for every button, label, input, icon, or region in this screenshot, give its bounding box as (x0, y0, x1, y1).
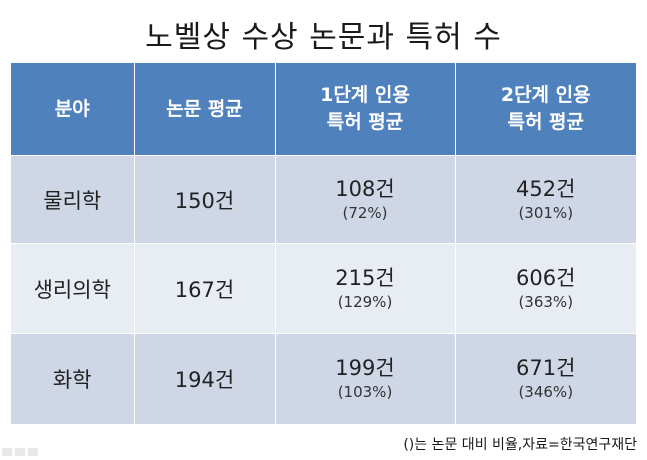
table-row: 화학 194건 199건 (103%) 671건 (346%) (11, 333, 636, 424)
papers-value: 167건 (174, 277, 235, 302)
papers-value: 150건 (174, 188, 235, 213)
cell-papers: 194건 (134, 333, 276, 424)
header-field: 분야 (11, 63, 135, 156)
stage1-percent: (103%) (337, 382, 393, 401)
header-papers-label: 논문 평균 (166, 97, 243, 120)
data-table: 분야 논문 평균 1단계 인용 특허 평균 2단계 인용 특허 평균 물리학 1… (11, 63, 636, 424)
stage1-percent: (129%) (337, 292, 393, 311)
cell-stage1: 108건 (72%) (275, 155, 456, 244)
field-label: 물리학 (43, 188, 102, 213)
cell-field: 화학 (11, 333, 135, 424)
field-label: 화학 (52, 367, 92, 392)
header-stage1: 1단계 인용 특허 평균 (275, 63, 456, 156)
header-stage2-line1: 2단계 인용 (500, 84, 591, 106)
table-row: 생리의학 167건 215건 (129%) 606건 (363%) (11, 243, 636, 334)
header-papers: 논문 평균 (134, 63, 276, 156)
field-label: 생리의학 (33, 277, 111, 302)
source-note: ()는 논문 대비 비율,자료=한국연구재단 (403, 437, 637, 453)
header-stage2-line2: 특허 평균 (507, 111, 585, 133)
cell-stage2: 671건 (346%) (455, 333, 636, 424)
table-row: 물리학 150건 108건 (72%) 452건 (301%) (11, 155, 636, 244)
papers-value: 194건 (174, 367, 235, 392)
cell-field: 물리학 (11, 155, 135, 244)
cell-field: 생리의학 (11, 243, 135, 334)
table-header-row: 분야 논문 평균 1단계 인용 특허 평균 2단계 인용 특허 평균 (11, 63, 636, 156)
stage2-percent: (363%) (518, 292, 574, 311)
stage1-value: 215건 (335, 265, 395, 290)
stage1-value: 108건 (335, 176, 395, 201)
cell-stage1: 215건 (129%) (275, 243, 456, 334)
cell-stage2: 606건 (363%) (455, 243, 636, 334)
slide-title: 노벨상 수상 논문과 특허 수 (145, 20, 502, 55)
stage2-value: 671건 (516, 355, 576, 380)
prev-slide-icon[interactable] (2, 448, 12, 456)
slide-controls[interactable] (2, 448, 38, 456)
next-slide-icon[interactable] (28, 448, 38, 456)
cell-papers: 167건 (134, 243, 276, 334)
stage2-value: 452건 (516, 176, 576, 201)
stage2-value: 606건 (516, 265, 576, 290)
header-stage1-line2: 특허 평균 (326, 111, 404, 133)
menu-icon[interactable] (15, 448, 25, 456)
header-stage2: 2단계 인용 특허 평균 (455, 63, 636, 156)
header-stage1-line1: 1단계 인용 (320, 84, 410, 106)
cell-stage1: 199건 (103%) (275, 333, 456, 424)
cell-stage2: 452건 (301%) (455, 155, 636, 244)
header-field-label: 분야 (54, 97, 90, 120)
stage2-percent: (346%) (518, 382, 574, 401)
stage2-percent: (301%) (518, 203, 574, 222)
stage1-value: 199건 (335, 355, 395, 380)
cell-papers: 150건 (134, 155, 276, 244)
stage1-percent: (72%) (342, 203, 388, 222)
